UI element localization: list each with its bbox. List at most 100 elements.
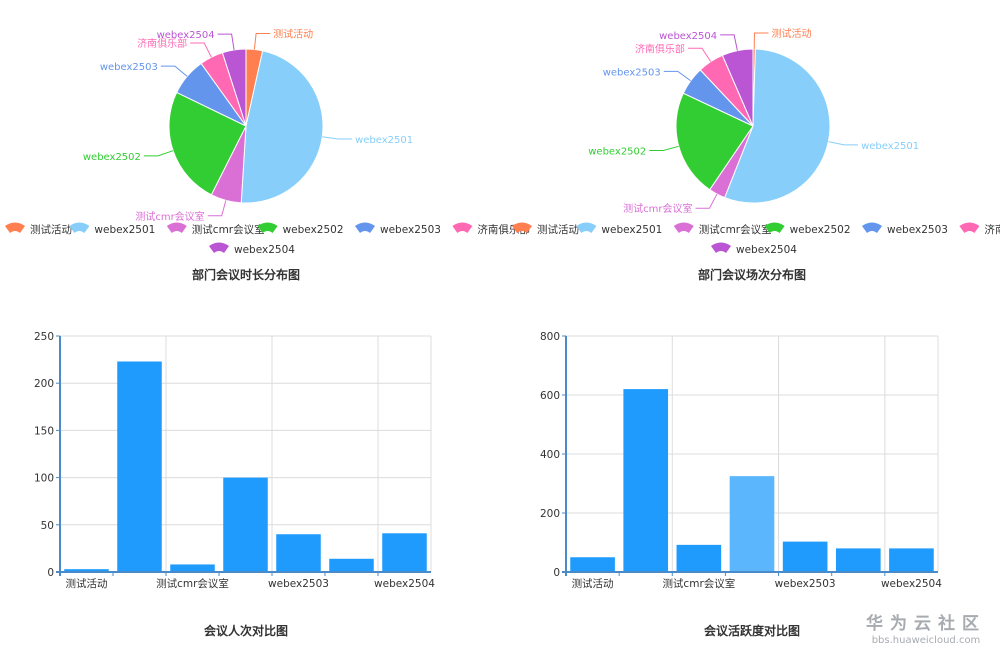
legend-icon xyxy=(959,222,980,233)
pie-slice-label: webex2503 xyxy=(100,62,158,73)
bar[interactable] xyxy=(276,534,321,572)
legend-label: 测试cmr会议室 xyxy=(192,223,265,236)
bar[interactable] xyxy=(729,476,775,572)
legend-label: 测试活动 xyxy=(537,223,579,236)
pie-slice-label: webex2501 xyxy=(861,141,919,152)
x-tick-label: 测试cmr会议室 xyxy=(662,577,735,590)
legend-label: webex2504 xyxy=(736,244,797,256)
watermark-url: bbs.huaweicloud.com xyxy=(871,635,981,646)
bar[interactable] xyxy=(676,544,722,572)
legend-item[interactable]: 测试活动 xyxy=(512,222,579,237)
pie-slice-label: webex2504 xyxy=(659,31,717,42)
legend-label: webex2502 xyxy=(283,224,344,236)
legend-label: webex2504 xyxy=(234,244,295,256)
legend-item[interactable]: webex2504 xyxy=(711,242,797,257)
pie-slice-label: webex2502 xyxy=(83,152,141,163)
pie-label-line xyxy=(143,150,174,157)
bar[interactable] xyxy=(782,541,828,572)
bar[interactable] xyxy=(329,558,374,572)
legend-item[interactable]: 济南俱乐部 xyxy=(959,222,1000,237)
y-tick-label: 100 xyxy=(34,473,54,485)
y-tick-label: 50 xyxy=(41,520,54,532)
legend-label: webex2503 xyxy=(380,224,441,236)
bar[interactable] xyxy=(382,533,427,572)
pie-label-line xyxy=(217,33,235,51)
pie-slice[interactable] xyxy=(724,48,831,204)
pie-label-line xyxy=(663,70,691,82)
y-tick-label: 250 xyxy=(34,331,54,343)
x-tick-label: webex2503 xyxy=(268,578,329,590)
legend-item[interactable]: webex2504 xyxy=(209,242,295,257)
legend-item[interactable]: 测试活动 xyxy=(5,222,72,237)
legend-icon xyxy=(512,222,532,233)
pie-slice-label: webex2502 xyxy=(588,147,646,158)
pie-label-line xyxy=(720,34,738,51)
chart-title: 部门会议时长分布图 xyxy=(192,267,300,282)
legend-icon xyxy=(257,222,278,233)
pie-slice-label: webex2503 xyxy=(603,67,661,78)
bar-chart-2: 0 200 400 600 800 测试活动 测试cmr会议室 webex2503 webex2… xyxy=(540,331,942,638)
legend-item[interactable]: webex2501 xyxy=(69,222,155,237)
pie-slice-label: 测试cmr会议室 xyxy=(623,202,692,215)
pie-slice-label: webex2504 xyxy=(157,30,215,41)
legend-label: 测试活动 xyxy=(30,223,72,236)
pie-label-line xyxy=(207,200,227,217)
legend-icon xyxy=(452,222,473,233)
watermark-title: 华为云社区 xyxy=(866,614,986,634)
bar[interactable] xyxy=(889,548,934,572)
y-tick-label: 200 xyxy=(540,508,560,520)
pie-slice[interactable] xyxy=(168,91,247,196)
pie-slice[interactable] xyxy=(240,50,324,204)
y-tick-label: 800 xyxy=(540,331,560,343)
bar[interactable] xyxy=(835,548,881,572)
pie-label-line xyxy=(190,42,212,58)
pie-label-line xyxy=(253,33,271,50)
x-tick-label: 测试活动 xyxy=(66,577,108,590)
x-tick-label: webex2504 xyxy=(374,578,435,590)
y-tick-label: 0 xyxy=(47,567,54,579)
pie-slice[interactable] xyxy=(221,48,247,127)
pie-slice[interactable] xyxy=(721,48,754,127)
legend-label: webex2501 xyxy=(601,224,662,236)
legend-item[interactable]: webex2503 xyxy=(862,222,948,237)
chart-title: 部门会议场次分布图 xyxy=(698,267,806,282)
legend-item[interactable]: webex2502 xyxy=(257,222,344,237)
bar[interactable] xyxy=(570,557,615,572)
pie-label-line xyxy=(160,65,188,77)
y-tick-label: 600 xyxy=(540,390,560,402)
legend-item[interactable]: webex2502 xyxy=(764,222,851,237)
x-tick-label: webex2504 xyxy=(881,578,942,590)
bar[interactable] xyxy=(64,569,109,572)
legend-icon xyxy=(69,222,90,233)
bar-chart-1: 0 50 100 150 200 250 测试活动 测试cmr会议室 webex2503 webe… xyxy=(34,331,435,638)
pie-slice-label: 济南俱乐部 xyxy=(635,42,685,55)
y-tick-label: 400 xyxy=(540,449,560,461)
legend-icon xyxy=(166,222,187,233)
pie-label-line xyxy=(649,145,679,152)
y-tick-label: 150 xyxy=(34,425,54,437)
legend-item[interactable]: 测试cmr会议室 xyxy=(166,222,265,237)
pie-label-line xyxy=(687,47,712,62)
y-tick-label: 200 xyxy=(34,378,54,390)
pie-slice-label: 测试活动 xyxy=(273,28,313,41)
pie-label-line xyxy=(322,136,353,140)
bar[interactable] xyxy=(117,361,162,572)
bar[interactable] xyxy=(170,564,215,572)
chart-title: 会议人次对比图 xyxy=(204,623,288,638)
pie-slice-label: 济南俱乐部 xyxy=(137,37,187,50)
legend-icon xyxy=(5,222,25,233)
y-tick-label: 0 xyxy=(553,567,560,579)
legend-item[interactable]: webex2503 xyxy=(355,222,441,237)
pie-slice-label: webex2501 xyxy=(355,135,413,146)
legend-item[interactable]: webex2501 xyxy=(576,222,662,237)
legend-item[interactable]: 测试cmr会议室 xyxy=(673,222,772,237)
pie-label-line xyxy=(695,193,718,209)
bar[interactable] xyxy=(223,477,268,572)
legend-icon xyxy=(209,242,229,253)
bar[interactable] xyxy=(623,389,669,572)
legend-icon xyxy=(355,222,375,233)
legend-icon xyxy=(862,222,882,233)
pie-label-line xyxy=(828,141,859,146)
legend-icon xyxy=(764,222,785,233)
